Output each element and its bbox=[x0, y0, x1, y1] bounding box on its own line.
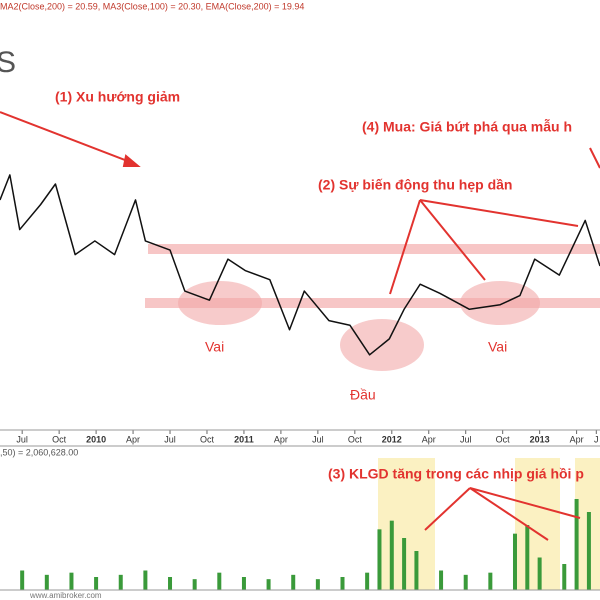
volume-bar bbox=[20, 570, 25, 590]
shoulder-ellipse bbox=[460, 281, 540, 325]
arrows bbox=[0, 111, 600, 541]
x-tick-label: 2010 bbox=[86, 434, 106, 444]
volume-bar bbox=[315, 579, 320, 590]
volume-bar bbox=[389, 520, 394, 590]
x-tick-label: Jul bbox=[312, 434, 324, 444]
volume-bar bbox=[402, 538, 407, 590]
shoulder-ellipse bbox=[178, 281, 262, 325]
annotation: (1) Xu hướng giảm bbox=[55, 89, 180, 105]
volume-bar bbox=[562, 564, 567, 590]
x-tick-label: J bbox=[594, 434, 599, 444]
x-tick-label: Oct bbox=[52, 434, 67, 444]
volume-bar bbox=[143, 570, 148, 590]
footer: www.amibroker.com bbox=[29, 591, 102, 600]
x-tick-label: Oct bbox=[496, 434, 511, 444]
support-band bbox=[145, 298, 600, 308]
volume-bar bbox=[94, 577, 99, 590]
volume-bar bbox=[574, 499, 579, 590]
annotation: Đầu bbox=[350, 387, 376, 403]
plot: Jul Oct 2010 Apr Jul Oct 2011 Apr Jul Oct 2012 Apr J… bbox=[0, 174, 600, 590]
volume-bar bbox=[291, 574, 296, 590]
x-tick-label: 2013 bbox=[530, 434, 550, 444]
volume-bar bbox=[192, 579, 197, 590]
volume-bar bbox=[340, 577, 345, 590]
volume-bar bbox=[69, 572, 74, 590]
volume-bar bbox=[118, 574, 123, 590]
resistance-band bbox=[148, 244, 600, 254]
annotation: Vai bbox=[205, 339, 224, 355]
chart-title: S bbox=[0, 46, 16, 79]
annotation: (2) Sự biến động thu hẹp dần bbox=[318, 177, 512, 193]
x-tick-label: Apr bbox=[422, 434, 436, 444]
volume-bar bbox=[414, 551, 419, 590]
volume-header: ,50) = 2,060,628.00 bbox=[0, 447, 78, 457]
x-tick-label: Jul bbox=[164, 434, 176, 444]
annotation: (3) KLGD tăng trong các nhịp giá hồi p bbox=[328, 466, 584, 482]
volume-bar bbox=[488, 572, 493, 590]
indicator-header: MA2(Close,200) = 20.59, MA3(Close,100) =… bbox=[0, 1, 304, 11]
x-tick-label: 2012 bbox=[382, 434, 402, 444]
volume-bar bbox=[217, 572, 222, 590]
volume-bar bbox=[266, 579, 271, 590]
volume-bar bbox=[512, 533, 517, 590]
annotation: Vai bbox=[488, 339, 507, 355]
volume-bar bbox=[168, 577, 173, 590]
volume-bar bbox=[537, 557, 542, 590]
x-tick-label: Apr bbox=[570, 434, 584, 444]
volume-bar bbox=[463, 574, 468, 590]
x-tick-label: Apr bbox=[274, 434, 288, 444]
volume-bar bbox=[365, 572, 370, 590]
x-tick-label: Apr bbox=[126, 434, 140, 444]
annotation: (4) Mua: Giá bứt phá qua mẫu h bbox=[362, 119, 572, 135]
volume-bar bbox=[439, 570, 444, 590]
volume-bar bbox=[44, 574, 49, 590]
x-tick-label: Jul bbox=[16, 434, 28, 444]
volume-bar bbox=[241, 577, 246, 590]
x-tick-label: Jul bbox=[460, 434, 472, 444]
x-tick-label: 2011 bbox=[234, 434, 254, 444]
volume-bar bbox=[525, 525, 530, 590]
x-tick-label: Oct bbox=[348, 434, 363, 444]
price-line bbox=[0, 174, 600, 356]
highlight-band bbox=[378, 458, 435, 590]
x-tick-label: Oct bbox=[200, 434, 215, 444]
volume-bar bbox=[586, 512, 591, 590]
volume-bar bbox=[377, 529, 382, 590]
